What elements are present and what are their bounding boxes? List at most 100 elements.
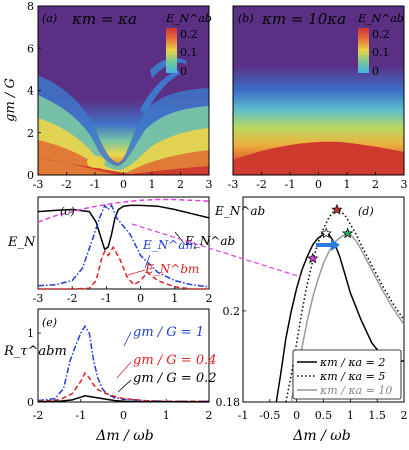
x-tick-label: 1	[163, 409, 170, 422]
x-tick-label: -2	[67, 292, 78, 305]
y-ticks-e: 01	[27, 327, 41, 409]
star-marker-1	[331, 203, 343, 215]
x-ticks-e: -2 -1 0 1 2	[33, 399, 213, 422]
x-tick-label: 2	[401, 409, 408, 422]
x-tick-label: -3	[228, 178, 239, 191]
x-tick-label: 3	[206, 178, 213, 191]
series-line-3	[37, 198, 210, 223]
panel-label-b: (b)	[238, 12, 254, 25]
y-tick-label: 6	[27, 42, 34, 55]
y-tick-label: 2	[27, 127, 34, 140]
star-marker-2	[341, 227, 354, 239]
series-line-2	[290, 232, 405, 403]
legend-label-2: κm / κa = 10	[319, 384, 392, 397]
x-tick-label: 2	[206, 292, 213, 305]
markers-d	[307, 203, 354, 264]
x-tick-label: 1	[149, 178, 156, 191]
x-tick-label: 0	[120, 178, 127, 191]
panel-d: (d) E_N^ab κm / κa = 2κm / κa = 5κm / κa…	[214, 196, 408, 444]
x-tick-label: 0	[315, 178, 322, 191]
series-c	[37, 198, 210, 290]
y-tick-label: 8	[27, 0, 34, 13]
heatmap-b-band-red	[233, 141, 404, 175]
colorbar-a-tick: 0.2	[180, 28, 198, 41]
panel-e: (e) R_τ^abm gm / G = 1 gm / G = 0.4 gm /…	[3, 308, 217, 444]
x-tick-label: 1	[344, 178, 351, 191]
heatmap-a-blob	[87, 156, 105, 168]
legend-box	[292, 349, 402, 400]
y-ticks-a: 0 2 4 6 8	[27, 0, 41, 182]
series-line-2	[38, 245, 209, 290]
x-tick-label: 3	[401, 178, 408, 191]
arrow-right-icon	[316, 239, 340, 251]
series-e	[37, 324, 209, 403]
x-ticks-d: -1 -0.5 0 0.5 1 1.5 2	[238, 399, 408, 422]
x-tick-label: 2	[206, 409, 213, 422]
y-axis-label-d: E_N^ab	[214, 204, 265, 218]
plot-frame-c	[37, 196, 210, 290]
colorbar-a-tick: 0	[180, 65, 187, 78]
x-tick-label: -2	[61, 178, 72, 191]
x-ticks-c: -3 -2 -1 0 1 2	[33, 286, 213, 305]
x-tick-label: 1.5	[368, 409, 386, 422]
annotation-a: κm = κa	[71, 10, 137, 28]
series-label-c-bm: E_N^bm	[144, 262, 199, 276]
colorbar-b-tick: 0.2	[372, 28, 390, 41]
x-tick-label: 0	[137, 292, 144, 305]
panel-label-c: (c)	[60, 205, 75, 218]
heatmap-a-band-red	[38, 158, 209, 175]
panel-label-a: (a)	[42, 12, 57, 25]
annotation-b: κm = 10κa	[261, 10, 346, 28]
heatmap-a-streak-2	[140, 70, 180, 115]
star-marker-3	[307, 252, 319, 264]
series-label-e-04: gm / G = 0.4	[133, 353, 217, 368]
x-tick-label: 0	[120, 409, 127, 422]
x-tick-label: 0	[293, 409, 300, 422]
x-tick-label: -3	[33, 292, 44, 305]
x-tick-label: -0.5	[259, 409, 280, 422]
x-tick-label: -1	[285, 178, 296, 191]
arrow-e-02	[117, 379, 132, 393]
series-line-0	[37, 324, 209, 403]
y-axis-label-c: E_N	[7, 235, 36, 250]
series-label-e-1: gm / G = 1	[133, 325, 204, 340]
y-tick-label: 0	[27, 396, 34, 409]
series-label-e-02: gm / G = 0.2	[133, 371, 217, 386]
x-ticks-a: -3 -2 -1 0 1 2 3	[33, 172, 213, 191]
panel-a: (a) κm = κa E_N^ab 0.2 0.1 0 gm / G 0 2 4 6…	[3, 0, 213, 191]
x-tick-label: -1	[90, 178, 101, 191]
panel-label-e: (e)	[42, 316, 57, 329]
y-tick-label: 4	[27, 85, 34, 98]
arrow-c-am	[144, 254, 151, 269]
y-tick-label: 0	[27, 169, 34, 182]
arrow-c-bm	[127, 269, 146, 276]
x-tick-label: -1	[101, 292, 112, 305]
panel-c: (c) E_N E_N^ab E_N^am E_N^bm -3 -2 -1 0 1 2	[7, 196, 235, 305]
x-tick-label: 1	[171, 292, 178, 305]
x-tick-label: 2	[177, 178, 184, 191]
legend-d: κm / κa = 2κm / κa = 5κm / κa = 10	[292, 349, 402, 400]
x-tick-label: -2	[33, 409, 44, 422]
colorbar-b	[358, 28, 369, 73]
legend-label-0: κm / κa = 2	[319, 356, 385, 369]
heatmap-a-band-orange	[38, 140, 209, 175]
series-label-c-am: E_N^am	[142, 238, 197, 252]
y-tick-label: 0.18	[216, 396, 241, 409]
colorbar-b-label: E_N^ab	[357, 12, 404, 25]
panel-b: (b) κm = 10κa E_N^ab 0.2 0.1 0 -3 -2 -1 0 1 2…	[228, 5, 408, 191]
y-axis-label-e: R_τ^abm	[3, 344, 67, 359]
y-tick-label: 0.2	[223, 305, 241, 318]
series-line-2	[37, 395, 209, 403]
x-axis-label-e: Δm / ωb	[95, 428, 153, 444]
arrow-c-ab	[174, 231, 184, 243]
y-axis-label-a: gm / G	[3, 78, 18, 122]
x-tick-label: 1	[347, 409, 354, 422]
x-ticks-b: -3 -2 -1 0 1 2 3	[228, 172, 408, 191]
colorbar-a-label: E_N^ab	[165, 12, 212, 25]
colorbar-b-tick: 0	[372, 65, 379, 78]
star-marker-0	[320, 227, 332, 239]
x-tick-label: -3	[33, 178, 44, 191]
y-ticks-d: 0.18 0.2	[216, 305, 246, 409]
heatmap-a-streak-1	[150, 58, 187, 78]
panel-label-d: (d)	[358, 205, 374, 218]
